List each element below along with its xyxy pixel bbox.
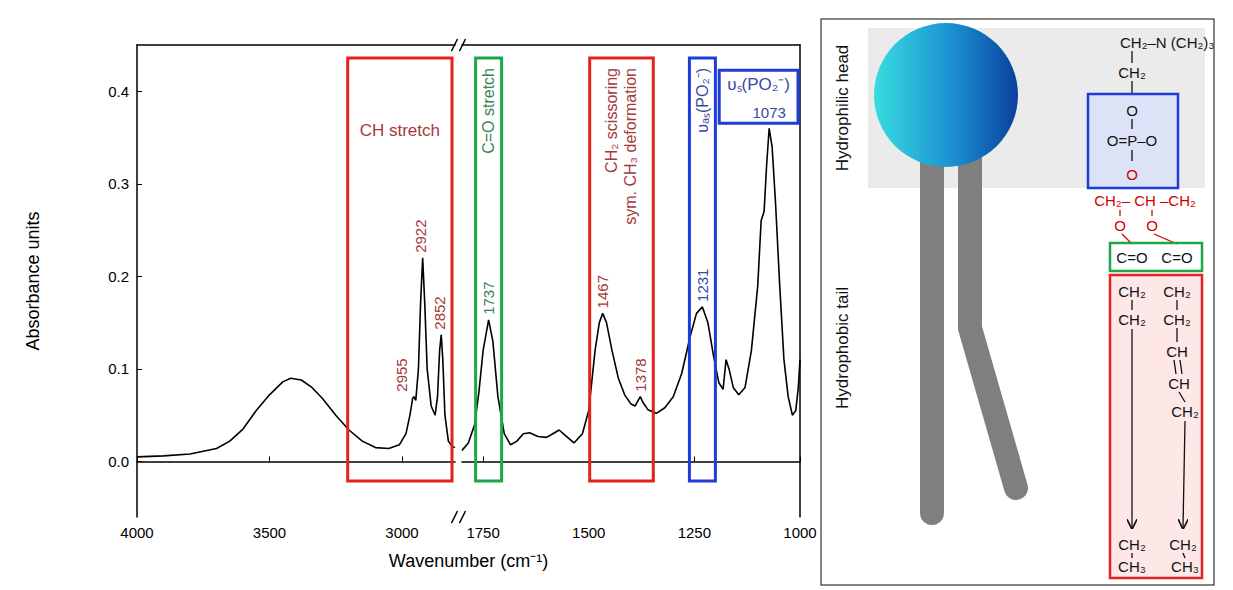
svg-text:0.1: 0.1 bbox=[108, 360, 129, 377]
svg-text:CH₂: CH₂ bbox=[1118, 311, 1146, 328]
svg-text:CH: CH bbox=[1168, 375, 1190, 392]
svg-text:O: O bbox=[1146, 217, 1158, 234]
svg-text:0.2: 0.2 bbox=[108, 268, 129, 285]
svg-text:1231: 1231 bbox=[694, 269, 711, 302]
svg-text:O: O bbox=[1126, 166, 1138, 183]
svg-text:CH₂–N (CH₂)₃: CH₂–N (CH₂)₃ bbox=[1120, 34, 1214, 51]
svg-text:Absorbance units: Absorbance units bbox=[23, 211, 43, 350]
svg-text:1000: 1000 bbox=[783, 524, 816, 541]
svg-text:C=O: C=O bbox=[1161, 249, 1192, 266]
svg-text:CH₂: CH₂ bbox=[1171, 403, 1199, 420]
svg-text:CH stretch: CH stretch bbox=[360, 121, 440, 140]
svg-text:Hydrophobic tail: Hydrophobic tail bbox=[833, 287, 852, 409]
svg-text:1500: 1500 bbox=[572, 524, 605, 541]
svg-text:1073: 1073 bbox=[752, 104, 785, 121]
svg-text:4000: 4000 bbox=[120, 524, 153, 541]
svg-text:CH₃: CH₃ bbox=[1118, 558, 1146, 575]
svg-text:O: O bbox=[1126, 102, 1138, 119]
svg-text:C=O stretch: C=O stretch bbox=[480, 68, 497, 154]
svg-text:CH₂– CH –CH₂: CH₂– CH –CH₂ bbox=[1094, 192, 1196, 209]
svg-text:1750: 1750 bbox=[466, 524, 499, 541]
svg-text:O: O bbox=[1114, 217, 1126, 234]
svg-text:υₐₛ(PO₂⁻): υₐₛ(PO₂⁻) bbox=[694, 68, 711, 133]
svg-text:C=O: C=O bbox=[1116, 249, 1147, 266]
svg-text:2852: 2852 bbox=[431, 296, 448, 329]
svg-text:υₛ(PO₂⁻): υₛ(PO₂⁻) bbox=[727, 75, 790, 94]
svg-text:CH₂: CH₂ bbox=[1163, 283, 1191, 300]
svg-text:Hydrophilic head: Hydrophilic head bbox=[833, 45, 852, 172]
svg-text:3500: 3500 bbox=[253, 524, 286, 541]
svg-text:1378: 1378 bbox=[632, 358, 649, 391]
svg-text:3000: 3000 bbox=[385, 524, 418, 541]
svg-text:1250: 1250 bbox=[678, 524, 711, 541]
svg-text:sym. CH₃ deformation: sym. CH₃ deformation bbox=[622, 68, 639, 225]
svg-text:CH: CH bbox=[1166, 343, 1188, 360]
svg-text:0.0: 0.0 bbox=[108, 453, 129, 470]
svg-text:CH₂: CH₂ bbox=[1163, 311, 1191, 328]
svg-text:1737: 1737 bbox=[480, 281, 497, 314]
svg-text:0.3: 0.3 bbox=[108, 175, 129, 192]
svg-text:CH₃: CH₃ bbox=[1171, 558, 1199, 575]
svg-text:1467: 1467 bbox=[594, 275, 611, 308]
svg-text:CH₂: CH₂ bbox=[1118, 64, 1146, 81]
svg-text:CH₂: CH₂ bbox=[1118, 283, 1146, 300]
svg-text:O=P–O: O=P–O bbox=[1107, 132, 1157, 149]
svg-text:0.4: 0.4 bbox=[108, 83, 129, 100]
svg-text:CH₂ scissoring: CH₂ scissoring bbox=[603, 68, 620, 173]
svg-text:CH₂: CH₂ bbox=[1118, 536, 1146, 553]
svg-text:2955: 2955 bbox=[393, 358, 410, 391]
svg-text:CH₂: CH₂ bbox=[1169, 536, 1197, 553]
svg-text:2922: 2922 bbox=[412, 219, 429, 252]
svg-text:Wavenumber (cm⁻¹): Wavenumber (cm⁻¹) bbox=[389, 551, 548, 571]
